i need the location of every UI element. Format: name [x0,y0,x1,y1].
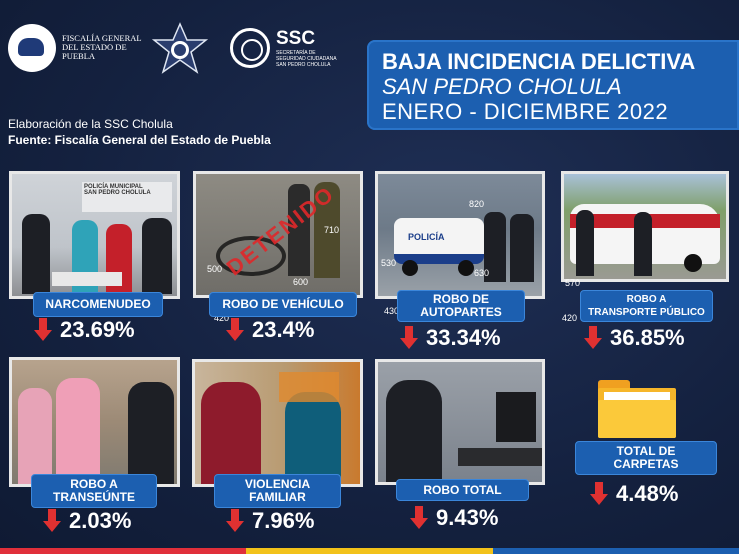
photo-number: 600 [293,277,309,287]
title-line-3: ENERO - DICIEMBRE 2022 [382,99,669,124]
fiscalia-logo-text: FISCALÍA GENERAL DEL ESTADO DE PUEBLA [62,33,142,61]
photo-number: 630 [474,268,490,278]
percent-violencia-familiar: 7.96% [226,508,314,534]
label-robo-transeunte: ROBO A TRANSEÚNTE [31,474,157,508]
down-arrow-icon [410,506,428,530]
percent-value: 9.43% [436,505,499,530]
label-robo-total: ROBO TOTAL [396,479,529,501]
down-arrow-icon [590,482,608,506]
photo-transporte-publico [561,171,729,282]
fiscalia-emblem-icon [8,24,56,72]
photo-robo-total [375,359,545,485]
title-line-1: BAJA INCIDENCIA DELICTIVA [382,49,696,74]
ssc-logo: SSC SECRETARÍA DE SEGURIDAD CIUDADANA SA… [230,26,340,74]
fiscalia-logo: FISCALÍA GENERAL DEL ESTADO DE PUEBLA [8,24,142,72]
percent-value: 4.48% [616,481,679,506]
folder-icon [598,380,676,438]
label-robo-autopartes: ROBO DE AUTOPARTES [397,290,525,322]
title-line-2: SAN PEDRO CHOLULA [382,74,622,99]
percent-total-carpetas: 4.48% [590,481,678,507]
photo-robo-vehiculo: DETENIDO [193,171,363,298]
percent-value: 23.69% [60,317,135,342]
photo-violencia-familiar [192,359,363,487]
photo-number: 420 [562,313,578,323]
label-robo-vehiculo: ROBO DE VEHÍCULO [209,292,357,317]
down-arrow-icon [34,318,52,342]
label-narcomenudeo: NARCOMENUDEO [33,292,163,317]
percent-transporte-publico: 36.85% [584,325,685,351]
photo-robo-autopartes: POLICÍA [375,171,545,299]
down-arrow-icon [43,509,61,533]
down-arrow-icon [400,326,418,350]
label-transporte-publico: ROBO A TRANSPORTE PÚBLICO [580,290,713,322]
percent-value: 23.4% [252,317,315,342]
label-violencia-familiar: VIOLENCIA FAMILIAR [214,474,341,508]
photo-number: 570 [565,278,581,288]
percent-narcomenudeo: 23.69% [34,317,135,343]
down-arrow-icon [584,326,602,350]
percent-robo-total: 9.43% [410,505,498,531]
percent-robo-autopartes: 33.34% [400,325,501,351]
elaboration-credit: Elaboración de la SSC Cholula [8,117,173,131]
photo-number: 500 [207,264,223,274]
police-badge-icon [151,22,209,74]
percent-value: 7.96% [252,508,315,533]
percent-robo-vehiculo: 23.4% [226,317,314,343]
down-arrow-icon [226,509,244,533]
ssc-logo-title: SSC [276,28,316,49]
percent-robo-transeunte: 2.03% [43,508,131,534]
photo-number: 820 [469,199,485,209]
photo-number: 420 [214,313,230,323]
percent-value: 33.34% [426,325,501,350]
title-panel: BAJA INCIDENCIA DELICTIVA SAN PEDRO CHOL… [367,40,739,130]
photo-number: 430 [384,306,400,316]
down-arrow-icon [226,318,244,342]
photo-number: 710 [324,225,340,235]
bottom-color-bar [0,548,739,554]
truck-text: POLICÍA [408,232,445,242]
percent-value: 36.85% [610,325,685,350]
source-credit: Fuente: Fiscalía General del Estado de P… [8,133,271,147]
photo-number: 530 [381,258,397,268]
photo-robo-transeunte [9,357,180,487]
percent-value: 2.03% [69,508,132,533]
ssc-ring-icon [230,28,270,68]
photo-narcomenudeo: POLICÍA MUNICIPAL SAN PEDRO CHOLULA [9,171,180,299]
ssc-logo-subtitle: SECRETARÍA DE SEGURIDAD CIUDADANA SAN PE… [276,50,337,68]
police-sign: POLICÍA MUNICIPAL SAN PEDRO CHOLULA [82,182,172,212]
label-total-carpetas: TOTAL DE CARPETAS [575,441,717,475]
